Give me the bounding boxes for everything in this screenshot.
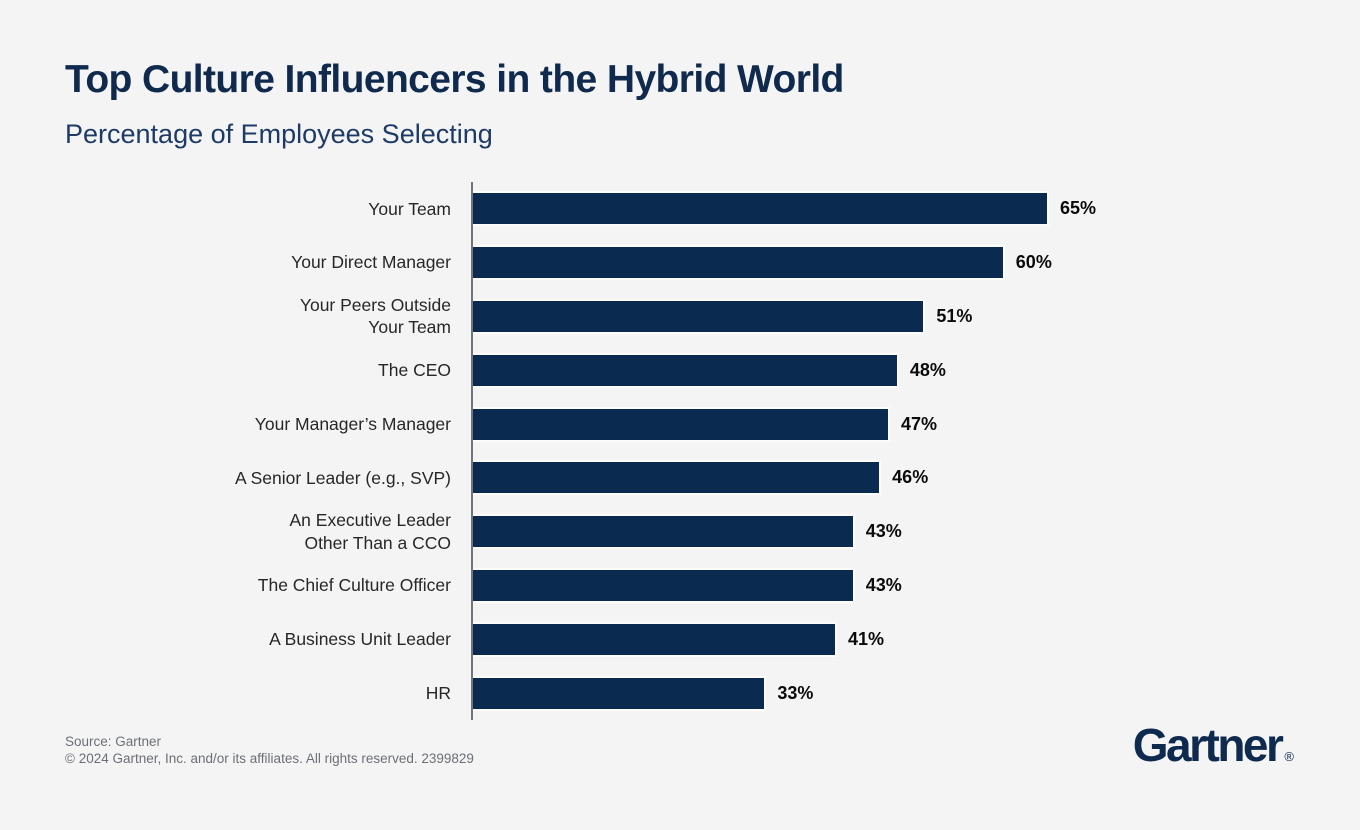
bar-row: Your Manager’s Manager 47% bbox=[65, 397, 1295, 451]
value-label: 47% bbox=[901, 413, 938, 434]
bar-chart: Your Team 65% Your Direct Manager 60% Your P… bbox=[65, 182, 1295, 720]
value-label: 33% bbox=[777, 682, 814, 703]
bar-row: The CEO 48% bbox=[65, 343, 1295, 397]
bar bbox=[473, 677, 765, 709]
bar bbox=[473, 462, 880, 494]
category-label: An Executive Leader Other Than a CCO bbox=[289, 509, 452, 553]
bar-track: 51% bbox=[471, 300, 1295, 332]
bar-row: A Business Unit Leader 41% bbox=[65, 612, 1295, 666]
chart-title: Top Culture Influencers in the Hybrid Wo… bbox=[65, 58, 844, 101]
gartner-logo-text: Gartner bbox=[1132, 719, 1284, 771]
bar-track: 33% bbox=[471, 677, 1295, 709]
bar-row: Your Direct Manager 60% bbox=[65, 236, 1295, 290]
bar-row: Your Team 65% bbox=[65, 182, 1295, 236]
category-label: Your Peers Outside Your Team bbox=[299, 294, 451, 338]
bar-row: Your Peers Outside Your Team 51% bbox=[65, 290, 1295, 344]
value-label: 43% bbox=[865, 574, 902, 595]
value-label: 60% bbox=[1015, 252, 1052, 273]
chart-subtitle: Percentage of Employees Selecting bbox=[65, 119, 493, 149]
bar-track: 65% bbox=[471, 193, 1295, 225]
bar-row: An Executive Leader Other Than a CCO 43% bbox=[65, 505, 1295, 559]
registered-trademark-icon: ® bbox=[1284, 749, 1294, 764]
bar-track: 46% bbox=[471, 462, 1295, 494]
bar-row: HR 33% bbox=[65, 666, 1295, 720]
category-label: Your Team bbox=[368, 198, 451, 219]
bar-track: 60% bbox=[471, 247, 1295, 279]
gartner-logo: Gartner ® bbox=[1133, 722, 1294, 768]
bar-track: 47% bbox=[471, 408, 1295, 440]
bar-track: 43% bbox=[471, 569, 1295, 601]
bar-rows: Your Team 65% Your Direct Manager 60% Your P… bbox=[65, 182, 1295, 720]
source-note: Source: Gartner bbox=[65, 734, 162, 749]
footer: Source: Gartner © 2024 Gartner, Inc. and… bbox=[65, 734, 474, 767]
bar-row: The Chief Culture Officer 43% bbox=[65, 559, 1295, 613]
category-label: The Chief Culture Officer bbox=[257, 575, 451, 596]
bar-track: 43% bbox=[471, 516, 1295, 548]
value-label: 51% bbox=[936, 305, 973, 326]
bar bbox=[473, 247, 1003, 279]
category-label: A Business Unit Leader bbox=[269, 628, 451, 649]
bar bbox=[473, 569, 853, 601]
bar-track: 41% bbox=[471, 623, 1295, 655]
value-label: 65% bbox=[1059, 198, 1096, 219]
bar bbox=[473, 408, 888, 440]
y-axis-line bbox=[471, 182, 473, 720]
value-label: 43% bbox=[865, 521, 902, 542]
bar bbox=[473, 300, 924, 332]
bar bbox=[473, 193, 1047, 225]
value-label: 41% bbox=[848, 628, 885, 649]
category-label: The CEO bbox=[378, 359, 451, 380]
bar bbox=[473, 354, 897, 386]
bar bbox=[473, 516, 853, 548]
bar-track: 48% bbox=[471, 354, 1295, 386]
category-label: Your Direct Manager bbox=[291, 252, 451, 273]
category-label: Your Manager’s Manager bbox=[254, 413, 451, 434]
value-label: 48% bbox=[909, 359, 946, 380]
copyright-note: © 2024 Gartner, Inc. and/or its affiliat… bbox=[65, 750, 474, 766]
category-label: HR bbox=[425, 682, 451, 703]
category-label: A Senior Leader (e.g., SVP) bbox=[235, 467, 451, 488]
bar-row: A Senior Leader (e.g., SVP) 46% bbox=[65, 451, 1295, 505]
bar bbox=[473, 623, 836, 655]
value-label: 46% bbox=[892, 467, 929, 488]
